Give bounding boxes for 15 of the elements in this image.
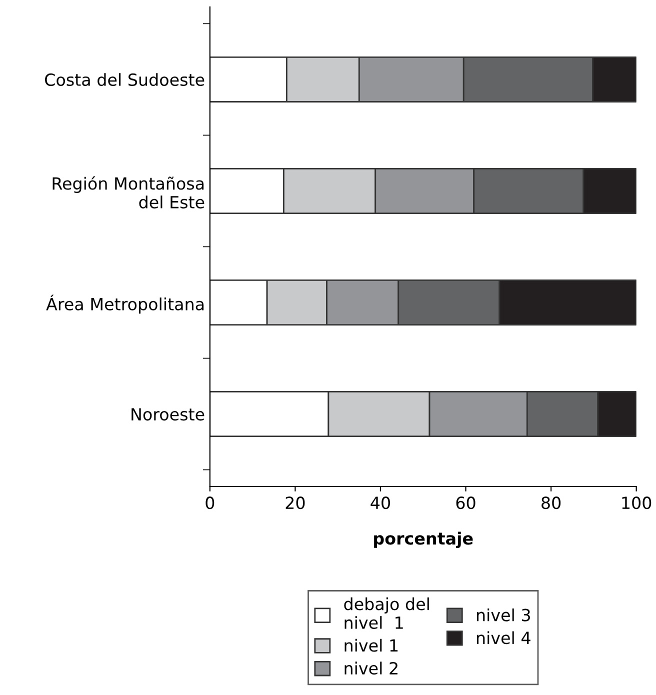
y-tick-label: Área Metropolitana [46, 294, 204, 314]
y-tick-label: Noroeste [132, 408, 204, 421]
legend-label: nivel 3 [476, 608, 530, 622]
x-tick-label: 0 [206, 496, 214, 510]
x-tick-label: 40 [370, 496, 390, 510]
legend-label: nivel 1 [344, 638, 398, 652]
x-tick-label: 20 [286, 496, 305, 510]
x-axis-title: porcentaje [374, 532, 473, 548]
legend-label: nivel 4 [476, 631, 530, 644]
legend-label: nivel 2 [344, 662, 398, 675]
x-tick-label: 80 [542, 496, 561, 510]
y-tick-label: Costa del Sudoeste [45, 73, 204, 86]
x-tick-label: 60 [456, 496, 476, 510]
x-tick-label: 100 [622, 496, 652, 510]
y-tick-label: Región Montañosa del Este [52, 176, 204, 208]
